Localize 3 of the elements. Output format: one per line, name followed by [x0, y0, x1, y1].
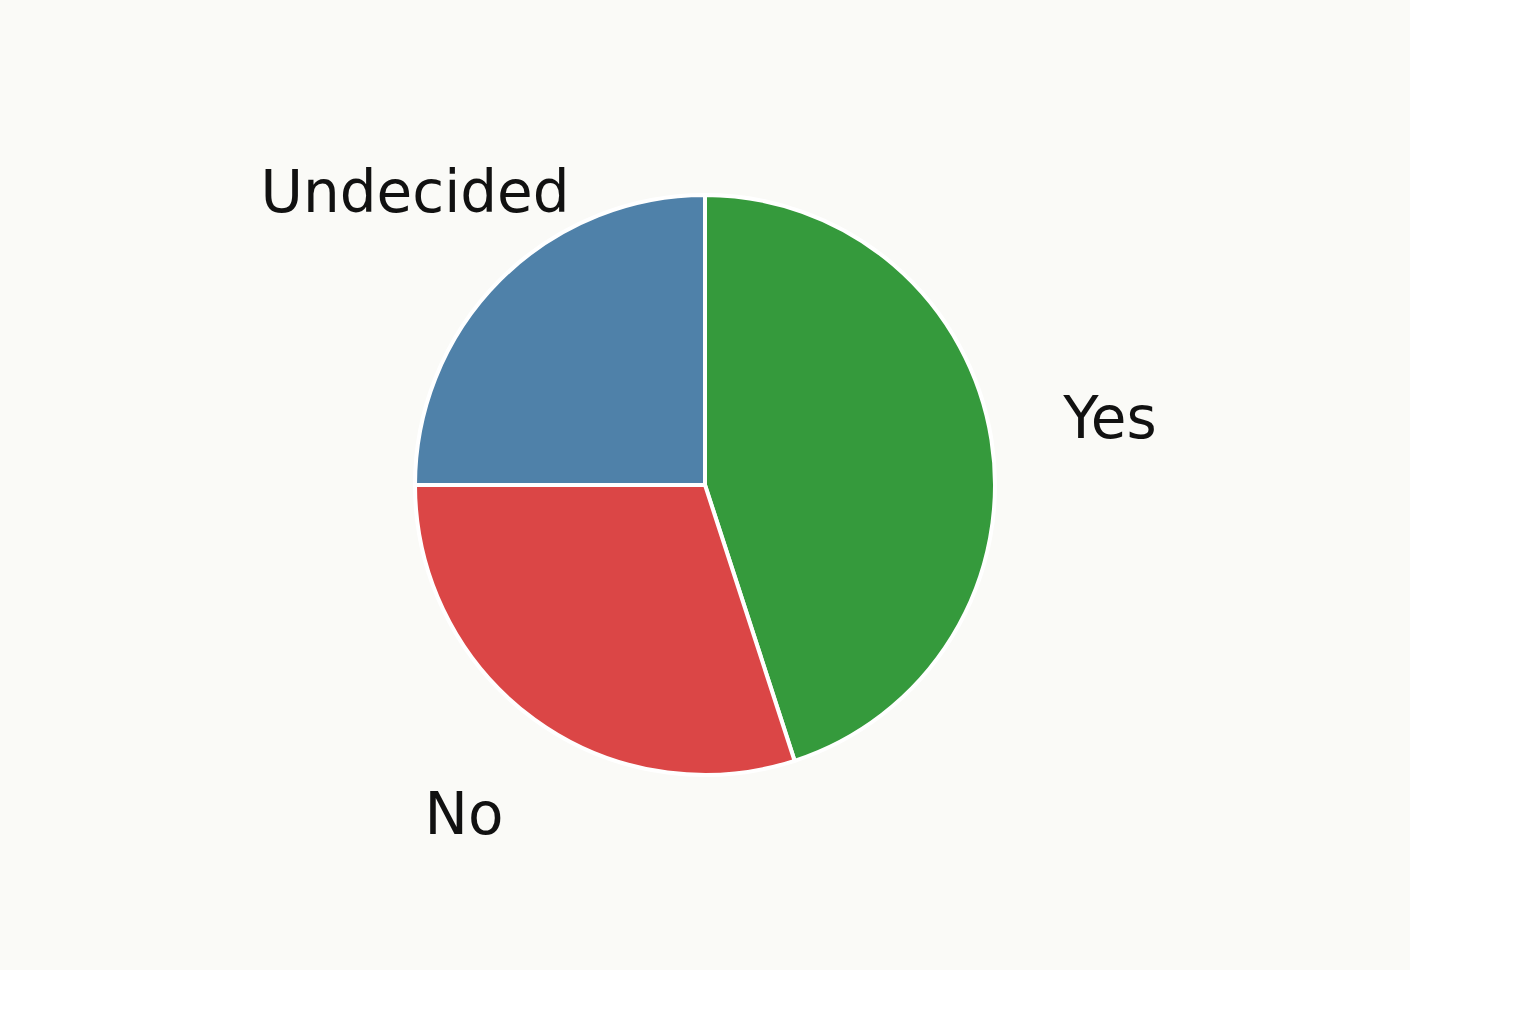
slice-label: Undecided — [260, 158, 570, 227]
slice-label: Yes — [1062, 383, 1157, 452]
slice-label: No — [424, 779, 504, 848]
